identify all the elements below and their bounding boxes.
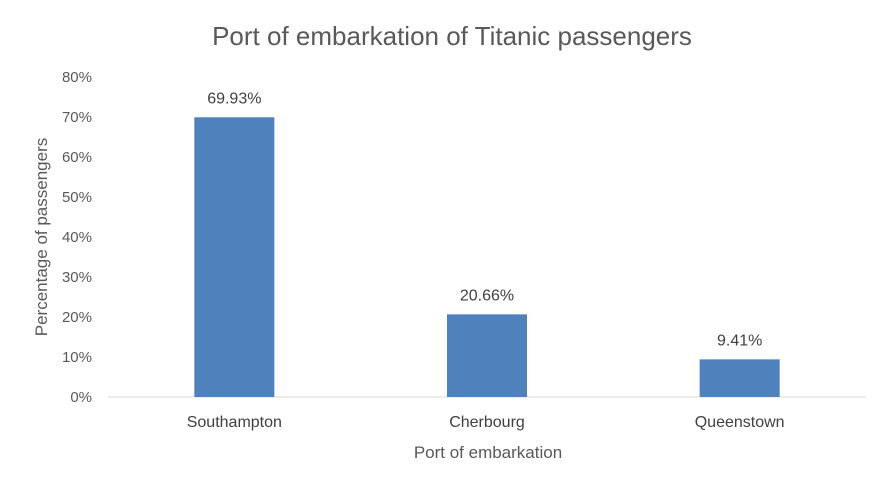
y-tick-label: 80% bbox=[62, 69, 92, 86]
category-label: Queenstown bbox=[695, 414, 785, 431]
y-tick-label: 0% bbox=[70, 389, 92, 406]
y-tick-label: 60% bbox=[62, 149, 92, 166]
category-label: Southampton bbox=[187, 414, 282, 431]
data-label: 9.41% bbox=[717, 332, 762, 349]
data-label: 20.66% bbox=[460, 287, 514, 304]
category-labels: Southampton Cherbourg Queenstown bbox=[187, 414, 785, 431]
bars bbox=[194, 117, 780, 397]
y-axis-ticks: 0% 10% 20% 30% 40% 50% 60% 70% 80% bbox=[62, 69, 92, 406]
y-tick-label: 50% bbox=[62, 189, 92, 206]
y-tick-label: 20% bbox=[62, 309, 92, 326]
chart-title: Port of embarkation of Titanic passenger… bbox=[212, 21, 692, 51]
y-axis-title: Percentage of passengers bbox=[32, 138, 51, 336]
bar-cherbourg bbox=[447, 314, 527, 397]
y-tick-label: 30% bbox=[62, 269, 92, 286]
x-axis-title: Port of embarkation bbox=[414, 443, 562, 462]
y-tick-label: 10% bbox=[62, 349, 92, 366]
bar-queenstown bbox=[699, 359, 780, 397]
bar-southampton bbox=[194, 117, 275, 397]
y-tick-label: 40% bbox=[62, 229, 92, 246]
data-labels: 69.93% 20.66% 9.41% bbox=[207, 90, 762, 349]
data-label: 69.93% bbox=[207, 90, 261, 107]
y-tick-label: 70% bbox=[62, 109, 92, 126]
category-label: Cherbourg bbox=[449, 414, 525, 431]
